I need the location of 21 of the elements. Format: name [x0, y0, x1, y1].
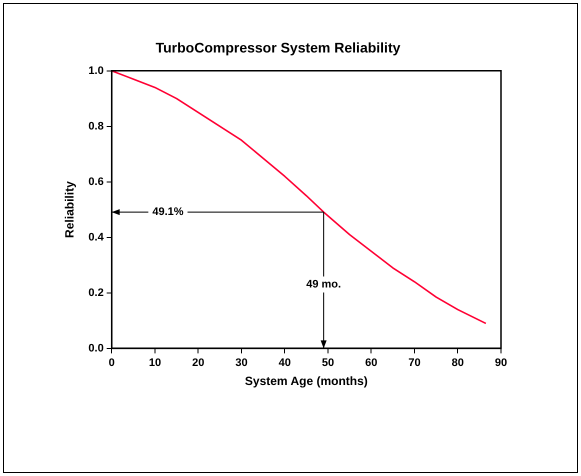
x-axis-title: System Age (months)	[244, 374, 368, 388]
x-tick-label: 80	[452, 357, 464, 370]
x-tick-label: 20	[192, 357, 204, 370]
x-tick-label: 0	[108, 357, 115, 370]
x-tick-label: 60	[365, 357, 378, 370]
chart-title: TurboCompressor System Reliability	[156, 39, 401, 56]
y-tick-label: 0.6	[88, 176, 104, 188]
x-tick-label: 90	[494, 357, 508, 370]
y-axis-title: Reliability	[62, 180, 77, 238]
x-tick-label: 30	[235, 357, 248, 370]
y-tick-label: 0.4	[88, 231, 105, 244]
y-tick-label: 0.8	[88, 120, 104, 132]
x-tick-label: 40	[278, 357, 291, 370]
annotation: 49 mo.	[306, 278, 342, 291]
x-tick-label: 10	[148, 357, 162, 370]
annotation: 49.1%	[152, 206, 184, 218]
x-tick-label: 50	[322, 357, 334, 370]
y-tick-label: 1.0	[88, 64, 104, 77]
x-tick-label: 70	[408, 357, 421, 370]
y-tick-label: 0.0	[88, 342, 104, 354]
y-tick-label: 0.2	[88, 286, 104, 299]
